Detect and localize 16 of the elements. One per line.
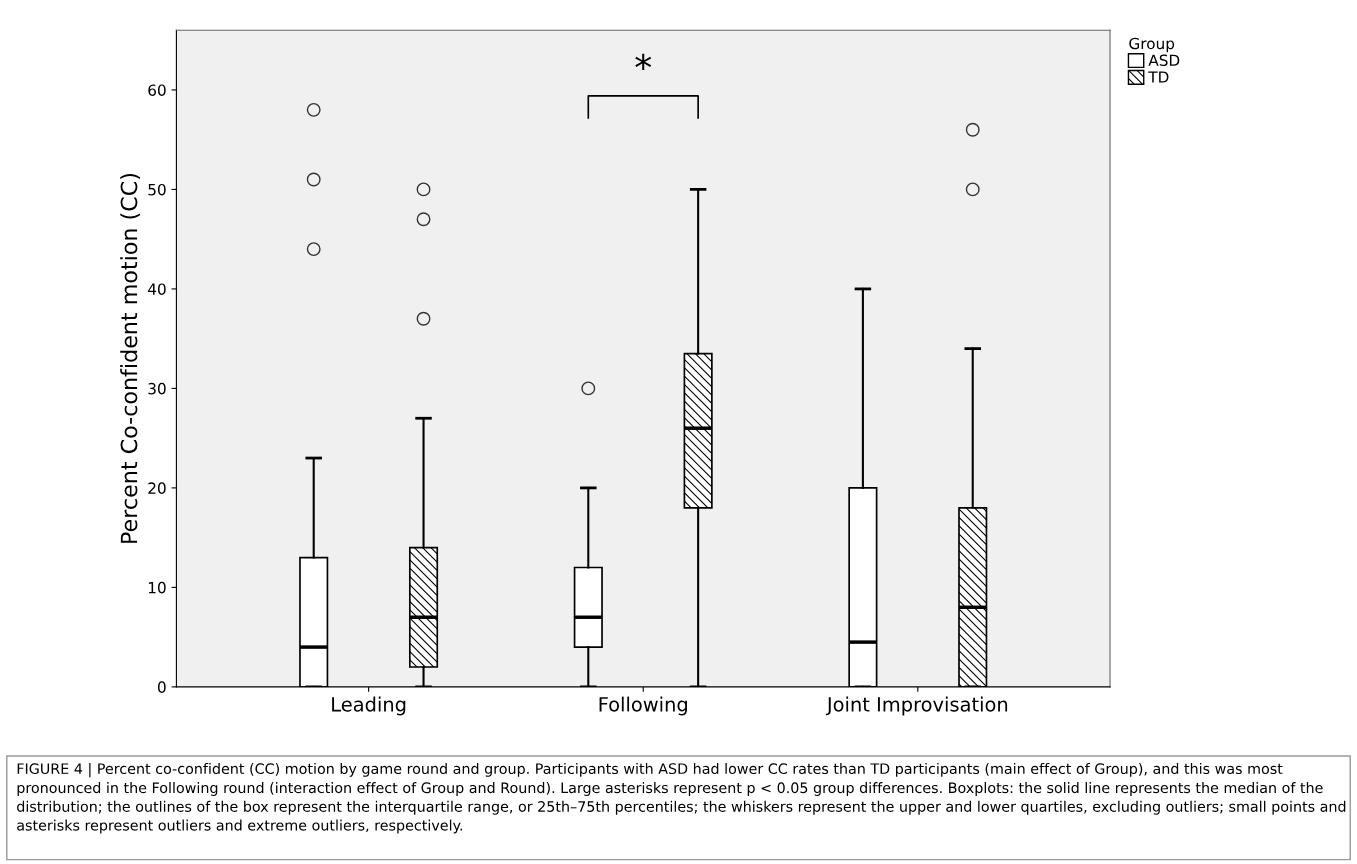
y-tick-label: 10 — [148, 581, 166, 594]
x-tick-label: Following — [599, 696, 687, 716]
legend-title: Group — [1129, 37, 1175, 53]
x-tick-label: Joint Improvisation — [825, 696, 1008, 716]
caption: FIGURE 4 | Percent co-confident (CC) motion by game round and group. Participants with ASD had lower CC rates than TD participants (main effect of Group), and this was most pronounced in the Following round (interaction effect of Group and Round). Large asterisks represent p < 0.05 group differences. Boxplots: the solid line represents the median of the distribution; the outlines of the box represent the interquartile range, or 25th–75th percentiles; the whiskers represent the upper and lower quartiles, excluding outliers; small points and asterisks represent outliers and extreme outliers, respectively. — [17, 762, 1346, 834]
legend-label: TD — [1148, 71, 1169, 83]
y-tick-label: 50 — [148, 183, 166, 196]
y-tick-label: 40 — [147, 283, 166, 295]
y-tick-label: 0 — [157, 681, 166, 693]
annotation: * — [635, 53, 652, 71]
y-tick-label: 20 — [148, 482, 166, 494]
y-tick-label: 60 — [148, 84, 166, 96]
y-axis-title: Percent Co-confident motion (CC) — [120, 173, 140, 543]
y-tick-label: 30 — [148, 382, 166, 395]
legend-label: ASD — [1148, 54, 1180, 67]
x-tick-label: Leading — [332, 696, 406, 716]
